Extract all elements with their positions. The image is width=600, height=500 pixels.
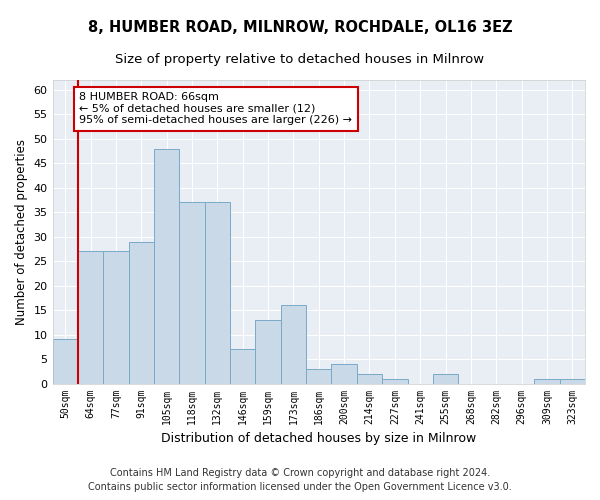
Text: 8 HUMBER ROAD: 66sqm
← 5% of detached houses are smaller (12)
95% of semi-detach: 8 HUMBER ROAD: 66sqm ← 5% of detached ho… <box>79 92 352 126</box>
Bar <box>179 202 205 384</box>
Text: Contains public sector information licensed under the Open Government Licence v3: Contains public sector information licen… <box>88 482 512 492</box>
Bar <box>256 320 281 384</box>
Bar <box>357 374 382 384</box>
Bar <box>281 305 306 384</box>
Bar <box>560 378 585 384</box>
Bar <box>128 242 154 384</box>
Bar <box>154 148 179 384</box>
Bar <box>306 369 331 384</box>
Y-axis label: Number of detached properties: Number of detached properties <box>15 139 28 325</box>
Text: 8, HUMBER ROAD, MILNROW, ROCHDALE, OL16 3EZ: 8, HUMBER ROAD, MILNROW, ROCHDALE, OL16 … <box>88 20 512 35</box>
Bar <box>78 252 103 384</box>
Bar <box>331 364 357 384</box>
Bar <box>433 374 458 384</box>
Text: Contains HM Land Registry data © Crown copyright and database right 2024.: Contains HM Land Registry data © Crown c… <box>110 468 490 477</box>
Bar <box>103 252 128 384</box>
Bar <box>205 202 230 384</box>
Bar <box>534 378 560 384</box>
X-axis label: Distribution of detached houses by size in Milnrow: Distribution of detached houses by size … <box>161 432 476 445</box>
Text: Size of property relative to detached houses in Milnrow: Size of property relative to detached ho… <box>115 52 485 66</box>
Bar <box>230 350 256 384</box>
Bar <box>53 340 78 384</box>
Bar <box>382 378 407 384</box>
